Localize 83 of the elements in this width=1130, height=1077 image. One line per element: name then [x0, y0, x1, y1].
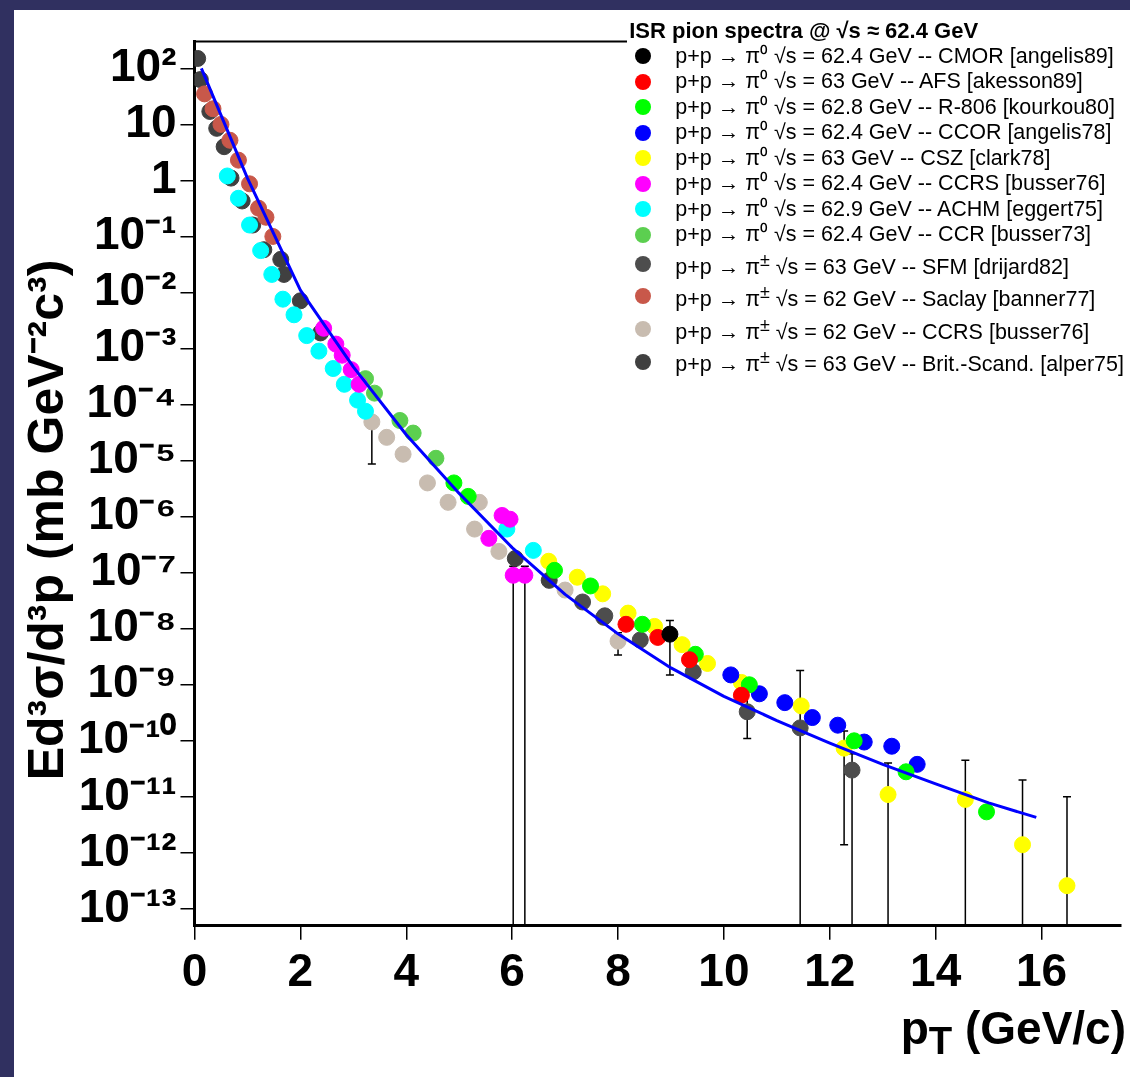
y-tick-label: 10⁻¹⁰ [78, 711, 177, 764]
x-tick-label: 6 [499, 944, 525, 997]
y-tick-label: 10⁻¹³ [78, 879, 177, 932]
legend-label: p+p → π⁰ √s = 62.9 GeV -- ACHM [eggert75] [675, 196, 1104, 222]
x-tick-label: 14 [910, 944, 962, 997]
point [879, 786, 897, 804]
legend-label: p+p → π⁰ √s = 62.4 GeV -- CMOR [angelis89] [675, 43, 1114, 69]
point [466, 520, 484, 538]
point [324, 360, 342, 378]
x-tick-label: 0 [181, 944, 208, 997]
x-tick-label: 8 [605, 944, 631, 997]
x-tick-label: 4 [393, 944, 420, 997]
legend-label: p+p → π⁰ √s = 63 GeV -- CSZ [clark78] [675, 145, 1051, 171]
legend-label: p+p → π$^{±}$ √s = 63 GeV -- Brit.-Scand. [alper75] [675, 346, 1124, 379]
point [335, 375, 353, 393]
point [1058, 877, 1076, 895]
point [661, 625, 679, 643]
point [378, 428, 396, 446]
point [883, 737, 901, 755]
y-tick-label: 10 [125, 95, 177, 148]
x-tick-label: 10 [698, 944, 750, 997]
legend-label: p+p → π$^{±}$ √s = 62 GeV -- Saclay [banner77] [675, 281, 1096, 313]
y-tick-label: 10⁻¹² [78, 823, 177, 876]
y-tick-label: 10⁻⁹ [87, 655, 177, 708]
point [229, 189, 247, 207]
y-tick-label: 10⁻⁷ [90, 543, 177, 596]
point [356, 402, 374, 420]
y-tick-label: 10⁻⁵ [87, 431, 177, 484]
y-tick-label: 10⁻¹ [94, 207, 177, 260]
point [582, 577, 599, 595]
x-tick-label: 16 [1016, 944, 1068, 997]
point [310, 342, 328, 360]
y-tick-label: 10⁻⁴ [86, 375, 177, 428]
point [418, 474, 436, 492]
point [732, 686, 750, 704]
y-tick-label: 10⁻⁸ [87, 599, 177, 652]
point [803, 709, 821, 727]
point [908, 755, 926, 773]
point [673, 636, 691, 654]
legend-label: p+p → π$^{±}$ √s = 62 GeV -- CCRS [busser76] [675, 313, 1090, 346]
point [681, 651, 699, 669]
point [218, 167, 236, 185]
point [263, 265, 281, 283]
point [617, 615, 635, 633]
point [480, 529, 498, 547]
legend-label: p+p → π⁰ √s = 63 GeV -- AFS [akesson89] [675, 69, 1083, 95]
legend-label: p+p → π⁰ √s = 62.4 GeV -- CCRS [busser76] [675, 171, 1106, 197]
point [776, 694, 794, 712]
y-tick-label: 10⁻² [94, 263, 177, 316]
legend-label: p+p → π⁰ √s = 62.4 GeV -- CCOR [angelis78] [675, 120, 1112, 146]
point [490, 542, 508, 560]
x-axis-title: p$_{T}$ (GeV/c) [900, 1000, 1126, 1063]
y-tick-label: 10⁻¹¹ [78, 767, 177, 820]
x-tick-label: 12 [804, 944, 856, 997]
point [699, 654, 717, 672]
point [394, 445, 412, 463]
y-tick-label: 1 [150, 151, 177, 204]
y-tick-label: 10⁻⁶ [88, 487, 177, 540]
legend-label: p+p → π⁰ √s = 62.4 GeV -- CCR [busser73] [675, 222, 1092, 248]
point [829, 716, 847, 734]
legend-title: ISR pion spectra @ √s ≈ 62.4 GeV [629, 18, 980, 44]
legend-label: p+p → π$^{±}$ √s = 63 GeV -- SFM [drijard82] [675, 248, 1069, 281]
point [285, 306, 303, 324]
point [845, 732, 863, 750]
point [274, 290, 292, 308]
point [439, 493, 457, 511]
point [792, 697, 810, 715]
point [722, 666, 740, 684]
point [594, 585, 612, 603]
point [843, 761, 861, 779]
legend-label: p+p → π⁰ √s = 62.8 GeV -- R-806 [kourkou80] [675, 94, 1115, 120]
point [298, 327, 316, 345]
point [568, 568, 586, 586]
point [978, 803, 996, 821]
point [524, 541, 542, 559]
point [1014, 836, 1032, 854]
point [546, 561, 563, 579]
y-tick-label: 10² [110, 39, 177, 92]
y-tick-label: 10⁻³ [94, 319, 177, 372]
y-axis-title: Ed³σ/d³p (mb GeV⁻²c³) [17, 259, 75, 781]
x-tick-label: 2 [287, 944, 314, 997]
point [633, 615, 651, 633]
point [501, 510, 519, 528]
